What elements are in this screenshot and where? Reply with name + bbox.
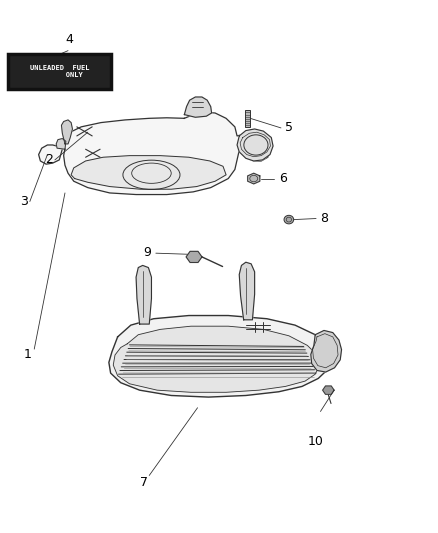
Ellipse shape xyxy=(283,215,293,224)
Polygon shape xyxy=(136,265,151,324)
Text: 8: 8 xyxy=(320,212,328,225)
Polygon shape xyxy=(239,262,254,320)
Polygon shape xyxy=(109,316,331,397)
Polygon shape xyxy=(184,97,211,117)
Text: 10: 10 xyxy=(307,435,322,448)
Polygon shape xyxy=(71,156,226,189)
Text: 7: 7 xyxy=(140,476,148,489)
Polygon shape xyxy=(237,129,272,161)
FancyBboxPatch shape xyxy=(244,110,250,127)
Text: UNLEADED  FUEL
       ONLY: UNLEADED FUEL ONLY xyxy=(30,65,89,78)
Polygon shape xyxy=(247,173,259,184)
Polygon shape xyxy=(56,139,66,149)
Text: 6: 6 xyxy=(278,172,286,185)
Polygon shape xyxy=(310,330,341,372)
Polygon shape xyxy=(322,386,333,394)
Text: 1: 1 xyxy=(23,348,31,361)
Text: 9: 9 xyxy=(143,246,151,259)
Polygon shape xyxy=(186,252,201,262)
Text: 5: 5 xyxy=(285,122,293,134)
FancyBboxPatch shape xyxy=(8,54,111,89)
Polygon shape xyxy=(61,120,72,144)
FancyBboxPatch shape xyxy=(11,59,107,85)
Polygon shape xyxy=(113,326,319,392)
Polygon shape xyxy=(39,112,271,195)
Text: 2: 2 xyxy=(45,154,53,166)
Text: 3: 3 xyxy=(20,195,28,208)
Text: 4: 4 xyxy=(65,34,73,46)
